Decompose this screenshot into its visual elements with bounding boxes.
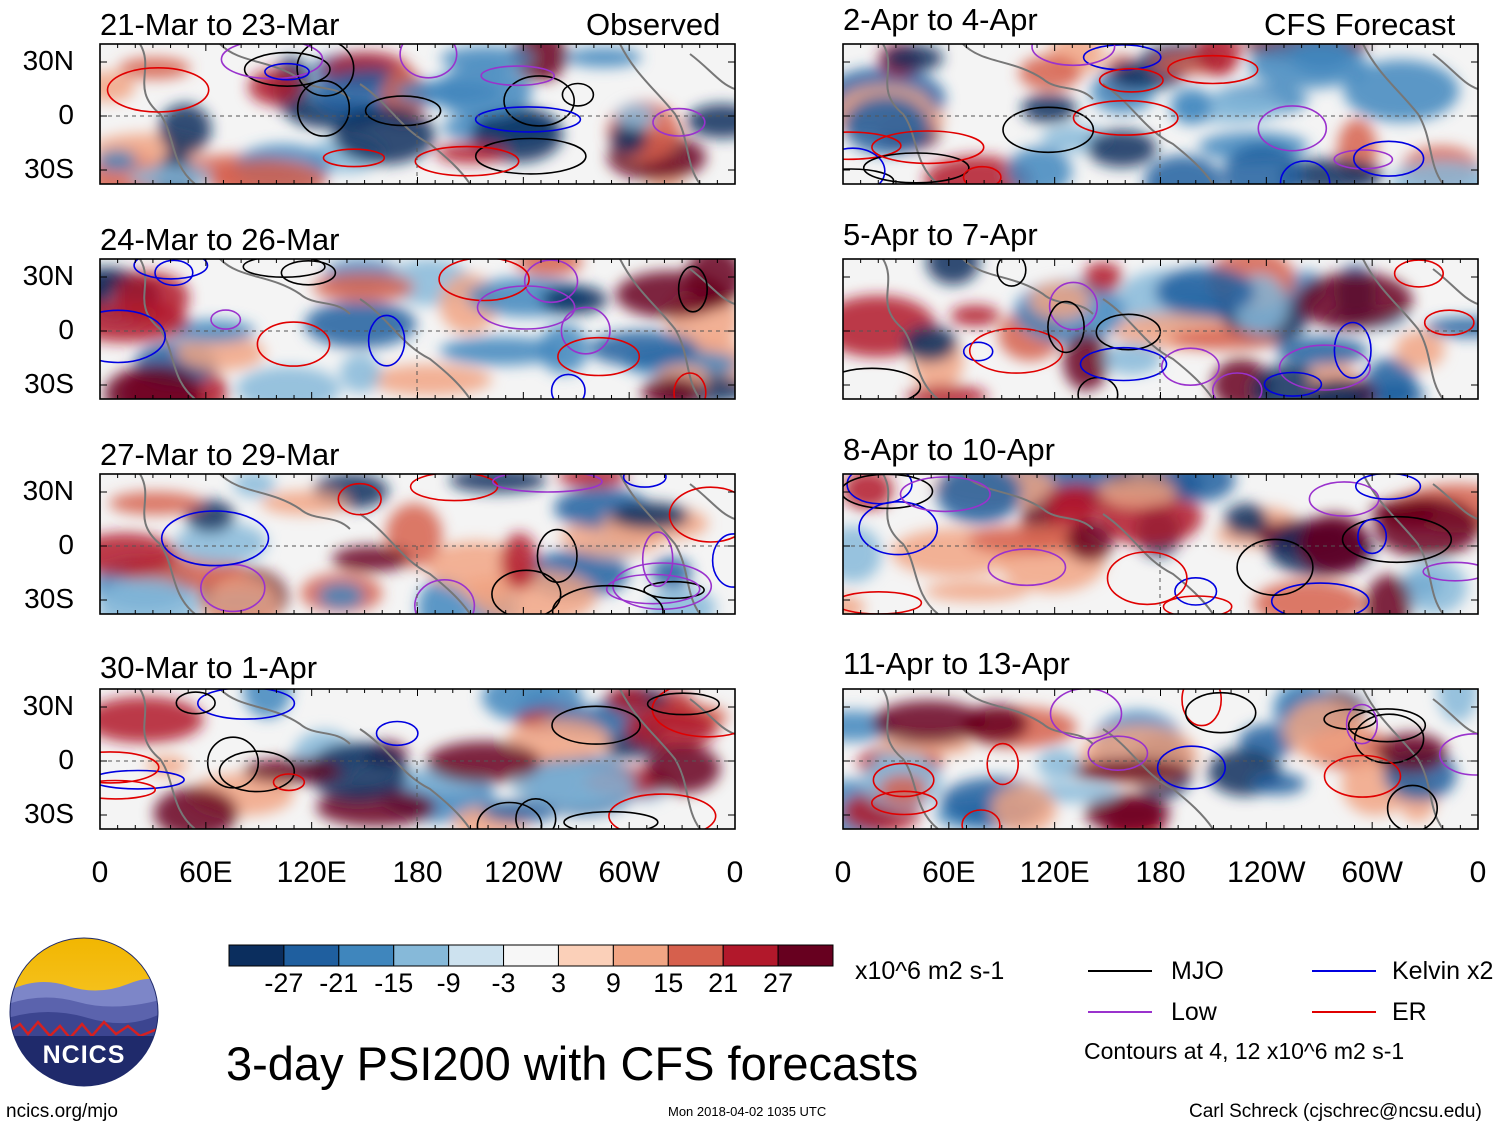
forecast-panel-2-period: 5-Apr to 7-Apr (843, 217, 1038, 252)
lon-label-col1-7: 0 (726, 856, 744, 889)
ncics-logo: NCICS (9, 937, 159, 1087)
colorbar-cell-3 (338, 944, 395, 967)
observed-panel-2-period: 24-Mar to 26-Mar (100, 222, 340, 257)
lon-label-col2-6: 60W (1341, 856, 1403, 889)
lon-label-col2-1: 0 (834, 856, 852, 889)
legend-low-label: Low (1171, 998, 1217, 1026)
lat-label-row2-3: 30S (24, 368, 74, 399)
colorbar-cell-11 (777, 944, 834, 967)
colorbar (228, 944, 834, 967)
lat-label-row3-1: 30N (22, 475, 74, 506)
observed-header: Observed (586, 7, 721, 42)
lon-label-col1-3: 120E (276, 856, 347, 889)
lat-label-row3-2: 0 (58, 529, 74, 560)
lat-label-row2-1: 30N (22, 260, 74, 291)
colorbar-tick-4: -9 (436, 968, 461, 998)
lon-label-col1-4: 180 (392, 856, 443, 889)
lat-label-row3-3: 30S (24, 583, 74, 614)
lat-label-row1-3: 30S (24, 153, 74, 184)
colorbar-cell-5 (448, 944, 505, 967)
legend-contour-note: Contours at 4, 12 x10^6 m2 s-1 (1084, 1038, 1405, 1064)
lon-label-col2-2: 60E (922, 856, 976, 889)
colorbar-tick-9: 21 (708, 968, 739, 998)
lon-label-col2-7: 0 (1469, 856, 1487, 889)
lat-label-row2-2: 0 (58, 314, 74, 345)
forecast-map-panel-3 (842, 473, 1479, 615)
lat-label-row4-3: 30S (24, 798, 74, 829)
lon-label-col2-4: 180 (1135, 856, 1186, 889)
main-title: 3-day PSI200 with CFS forecasts (226, 1037, 919, 1090)
lat-label-row1-2: 0 (58, 99, 74, 130)
lat-label-row4-2: 0 (58, 744, 74, 775)
colorbar-tick-3: -15 (374, 968, 414, 998)
forecast-map-panel-2 (842, 258, 1479, 400)
logo-text: NCICS (43, 1041, 126, 1069)
colorbar-tick-5: -3 (491, 968, 516, 998)
colorbar-tick-2: -21 (319, 968, 359, 998)
colorbar-cell-6 (503, 944, 559, 967)
colorbar-cell-8 (612, 944, 669, 967)
legend-er-label: ER (1392, 998, 1427, 1026)
forecast-map-panel-4 (842, 688, 1479, 830)
lon-label-col1-6: 60W (598, 856, 660, 889)
forecast-panel-3-period: 8-Apr to 10-Apr (843, 432, 1055, 467)
colorbar-cell-9 (667, 944, 724, 967)
forecast-panel-4-period: 11-Apr to 13-Apr (843, 646, 1070, 681)
lon-label-col2-5: 120W (1227, 856, 1306, 889)
colorbar-tick-8: 15 (653, 968, 684, 998)
colorbar-tick-1: -27 (264, 968, 304, 998)
colorbar-units: x10^6 m2 s-1 (855, 957, 1005, 985)
observed-panel-4-period: 30-Mar to 1-Apr (100, 650, 318, 685)
lon-label-col1-1: 0 (91, 856, 109, 889)
lon-label-col2-3: 120E (1019, 856, 1090, 889)
colorbar-cell-10 (722, 944, 779, 967)
legend-lines (1088, 970, 1376, 1013)
observed-map-panel-1 (99, 43, 736, 185)
forecast-header: CFS Forecast (1264, 7, 1456, 42)
lat-label-row1-1: 30N (22, 45, 74, 76)
colorbar-tick-6: 3 (550, 968, 566, 998)
footer-url[interactable]: ncics.org/mjo (6, 1101, 118, 1122)
colorbar-cell-1 (228, 944, 285, 967)
footer-timestamp: Mon 2018-04-02 1035 UTC (668, 1104, 827, 1119)
colorbar-cell-2 (283, 944, 340, 967)
forecast-panel-1-period: 2-Apr to 4-Apr (843, 2, 1038, 37)
lon-label-col1-2: 60E (179, 856, 233, 889)
lat-label-row4-1: 30N (22, 690, 74, 721)
colorbar-tick-10: 27 (763, 968, 794, 998)
colorbar-cell-4 (393, 944, 450, 967)
legend-kelvin-label: Kelvin x2 (1392, 957, 1494, 985)
colorbar-tick-7: 9 (605, 968, 621, 998)
observed-panel-3-period: 27-Mar to 29-Mar (100, 437, 340, 472)
observed-map-panel-2 (99, 258, 736, 400)
observed-map-panel-3 (99, 473, 736, 615)
lon-label-col1-5: 120W (484, 856, 563, 889)
observed-map-panel-4 (99, 688, 736, 830)
forecast-map-panel-1 (842, 43, 1479, 185)
legend-mjo-label: MJO (1171, 957, 1224, 985)
footer-credit: Carl Schreck (cjschrec@ncsu.edu) (1189, 1101, 1482, 1122)
observed-panel-1-period: 21-Mar to 23-Mar (100, 7, 340, 42)
colorbar-cell-7 (557, 944, 614, 967)
